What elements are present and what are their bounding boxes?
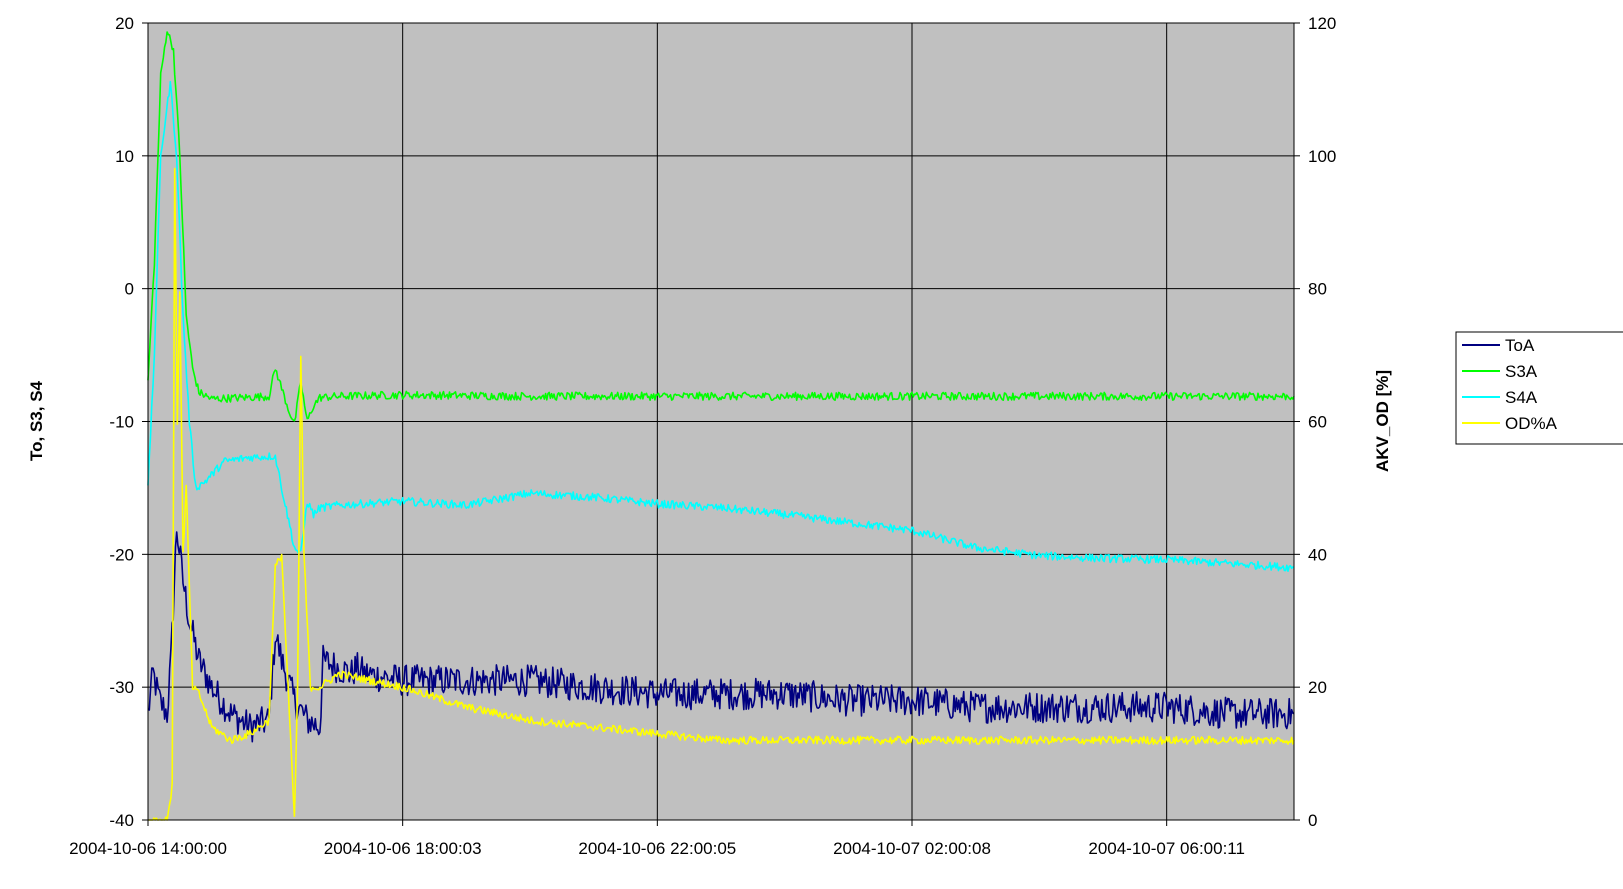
legend-box [1455, 331, 1623, 445]
x-axis-ticks: 2004-10-06 14:00:00 2004-10-06 18:00:03 20… [69, 820, 1245, 858]
series-line-od-a [148, 167, 1295, 821]
left-tick-label: -10 [109, 413, 134, 432]
legend: ToA S3A S4A OD%A [1455, 331, 1623, 445]
legend-label: S3A [1505, 362, 1538, 381]
left-axis-title: To, S3, S4 [27, 380, 46, 461]
right-tick-label: 120 [1308, 14, 1336, 33]
right-tick-label: 100 [1308, 147, 1336, 166]
series-lines [147, 31, 1295, 821]
legend-label: S4A [1505, 388, 1538, 407]
left-tick-label: -20 [109, 545, 134, 564]
right-tick-label: 60 [1308, 413, 1327, 432]
right-axis-ticks: 120 100 80 60 40 20 0 [1294, 14, 1336, 830]
right-tick-label: 80 [1308, 280, 1327, 299]
x-tick-label: 2004-10-07 02:00:08 [833, 839, 991, 858]
legend-label: ToA [1505, 336, 1535, 355]
series-line-s4a [147, 80, 1295, 572]
x-tick-label: 2004-10-07 06:00:11 [1088, 839, 1245, 858]
legend-label: OD%A [1505, 414, 1558, 433]
left-axis-ticks: 20 10 0 -10 -20 -30 -40 [109, 14, 148, 830]
x-tick-label: 2004-10-06 18:00:03 [324, 839, 482, 858]
right-tick-label: 40 [1308, 545, 1327, 564]
left-tick-label: -30 [109, 678, 134, 697]
right-tick-label: 20 [1308, 678, 1327, 697]
left-tick-label: 0 [125, 280, 134, 299]
right-tick-label: 0 [1308, 811, 1317, 830]
left-tick-label: 10 [115, 147, 134, 166]
series-line-s3a [147, 31, 1295, 422]
right-axis-title: AKV_OD [%] [1373, 370, 1392, 472]
left-tick-label: -40 [109, 811, 134, 830]
left-tick-label: 20 [115, 14, 134, 33]
x-tick-label: 2004-10-06 14:00:00 [69, 839, 227, 858]
grid-lines [148, 23, 1294, 820]
x-tick-label: 2004-10-06 22:00:05 [578, 839, 736, 858]
